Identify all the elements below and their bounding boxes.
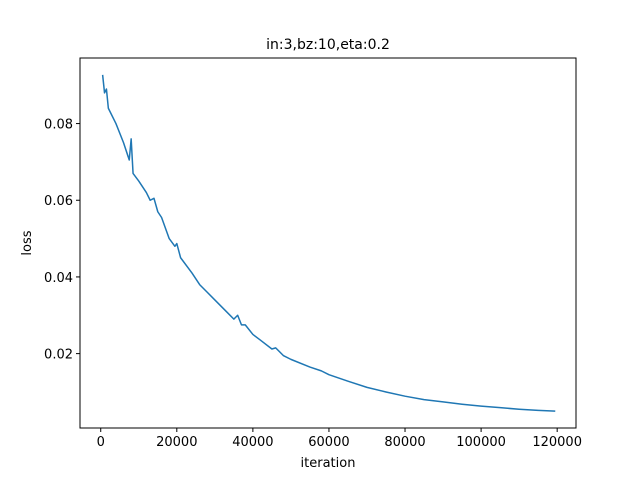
y-axis-label: loss [20, 230, 35, 255]
x-tick-label: 60000 [308, 435, 349, 450]
chart-title: in:3,bz:10,eta:0.2 [266, 37, 390, 53]
y-tick-label: 0.08 [44, 118, 73, 133]
x-tick-label: 120000 [532, 435, 582, 450]
plot-frame [79, 57, 577, 429]
x-tick-label: 80000 [384, 435, 425, 450]
y-tick-label: 0.06 [44, 194, 73, 209]
y-tick-label: 0.02 [44, 348, 73, 363]
y-tick-label: 0.04 [44, 271, 73, 286]
loss-line [101, 74, 556, 412]
x-tick-label: 40000 [232, 435, 273, 450]
x-tick-label: 20000 [156, 435, 197, 450]
x-tick-label: 100000 [456, 435, 506, 450]
x-tick-label: 0 [97, 435, 105, 450]
x-axis-label: iteration [301, 456, 356, 471]
